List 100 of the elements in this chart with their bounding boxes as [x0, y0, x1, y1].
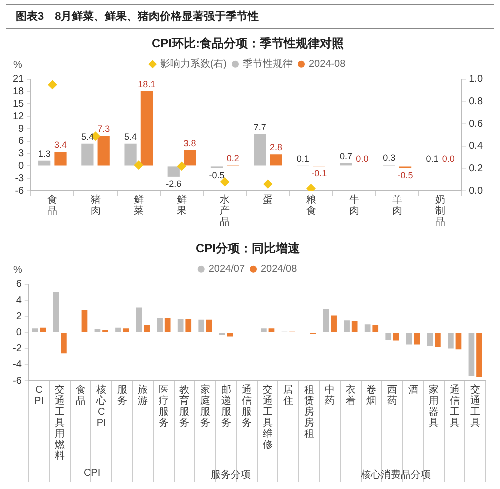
bar [261, 328, 267, 332]
y-tick-label: 9 [18, 124, 25, 135]
x-tick-label: 奶制品 [436, 195, 446, 228]
legend-label: 季节性规律 [242, 58, 293, 70]
text: CPI [84, 468, 101, 481]
bar [331, 316, 337, 332]
bar [168, 166, 180, 177]
point [48, 80, 58, 90]
y-tick-label: 2 [16, 311, 22, 322]
x-tick-label: 医疗服务 [158, 385, 169, 429]
y-tick-label: -3 [15, 173, 25, 184]
y2-tick-label: 0.4 [469, 141, 484, 152]
bar [227, 333, 234, 337]
y-tick-label: 6 [18, 136, 25, 148]
data-label: 2.8 [270, 142, 282, 153]
data-label: -0.5 [398, 170, 414, 180]
bar [448, 333, 454, 349]
y2-tick-label: 0.2 [469, 163, 484, 174]
y-tick-label: 0 [18, 160, 25, 172]
y-tick-label: -2 [12, 344, 22, 355]
data-label: 3.8 [184, 138, 196, 148]
y-tick-label: 15 [13, 98, 25, 110]
data-label: -0.5 [209, 170, 225, 180]
y-tick-label: 3 [18, 148, 25, 160]
x-tick-label: 中药 [325, 385, 336, 407]
bar [136, 308, 142, 332]
bar [393, 333, 400, 341]
x-tick-label: 食品 [48, 195, 58, 217]
bar [456, 333, 462, 350]
point [264, 180, 273, 189]
bar [82, 144, 94, 166]
bar [364, 324, 371, 332]
data-label: 0.1 [426, 154, 439, 164]
data-label: 1.3 [38, 148, 51, 159]
bar [435, 333, 441, 348]
y2-tick-label: 0.8 [469, 96, 484, 108]
x-tick-label: 鲜菜 [134, 195, 144, 217]
bar [124, 144, 137, 166]
x-tick-label: 食品 [76, 385, 86, 407]
data-label: 5.4 [124, 132, 138, 142]
x-tick-label: 交通工具维修 [262, 385, 273, 451]
bar [184, 150, 196, 166]
y-tick-label: 0 [16, 327, 22, 338]
x-tick-label: 衣着 [346, 385, 356, 407]
y2-tick-label: 1.0 [469, 74, 484, 86]
x-tick-label: 旅游 [138, 385, 148, 407]
point [220, 178, 230, 187]
legend-label: 2024/07 [208, 264, 246, 276]
bar [116, 328, 122, 332]
y-tick-label: 21 [13, 74, 25, 86]
bar [198, 320, 205, 332]
bar [157, 318, 163, 332]
x-tick-label: 教育服务 [180, 385, 190, 429]
x-tick-label: 牛肉 [349, 195, 360, 217]
data-label: 0.7 [340, 151, 353, 162]
bar [53, 292, 60, 332]
data-label: 0.1 [296, 154, 310, 164]
y2-tick-label: 0.0 [469, 186, 484, 197]
data-label: -0.1 [312, 168, 328, 179]
x-tick-label: 核心CPI [96, 385, 107, 429]
bar [82, 310, 88, 332]
point [306, 184, 316, 191]
data-label: 7.3 [98, 124, 110, 134]
bar [344, 320, 350, 332]
bar [98, 136, 110, 166]
bar [406, 333, 412, 345]
bar [140, 91, 154, 166]
x-tick-label: 蛋 [263, 195, 274, 206]
y-tick-label: -6 [15, 186, 25, 197]
bar [386, 333, 392, 340]
bar [323, 309, 330, 332]
bar [206, 320, 212, 332]
data-label: 5.4 [81, 132, 94, 142]
bar [38, 160, 51, 166]
y-tick-label: -4 [12, 360, 22, 371]
x-tick-label: 西药 [388, 385, 398, 407]
y-tick-label: 4 [16, 295, 22, 306]
bar [468, 333, 475, 376]
x-tick-label: 家用器具 [429, 385, 440, 429]
legend-label: 2024-08 [308, 59, 346, 70]
x-tick-label: 卷烟 [366, 385, 377, 407]
bar [414, 333, 420, 345]
bar [144, 325, 150, 332]
chart-title: CPI环比:食品分项：季节性规律对照 [152, 36, 344, 51]
bar [268, 328, 275, 332]
data-label: 0.2 [226, 153, 240, 164]
y-axis-title: % [14, 60, 23, 72]
y-tick-label: 12 [13, 111, 25, 122]
x-tick-label: CPI [34, 385, 44, 407]
text: 服务分项 [210, 469, 251, 482]
bar [164, 318, 171, 332]
bar [32, 328, 38, 332]
text: 图表3 8月鲜菜、鲜果、猪肉价格显著强于季节性 [6, 4, 494, 29]
y-tick-label: -6 [12, 376, 22, 387]
x-tick-label: 通信服务 [242, 385, 252, 429]
x-tick-label: 居住 [284, 385, 294, 407]
chart-title: CPI分项：同比增速 [196, 242, 301, 256]
x-tick-label: 租赁房房租 [304, 385, 314, 440]
bar [372, 325, 379, 332]
data-label: 7.7 [254, 122, 266, 132]
